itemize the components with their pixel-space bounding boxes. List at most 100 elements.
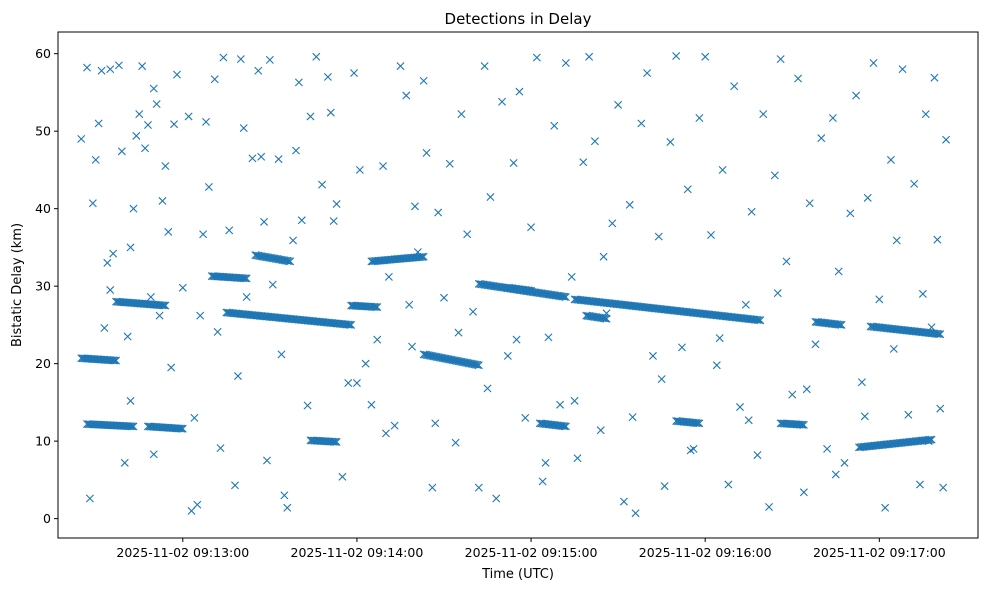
data-point [558,422,567,431]
y-axis-ticks: 0 10 20 30 40 50 60 [35,46,58,526]
data-point [419,76,428,85]
data-point [924,437,933,446]
data-point [483,384,492,393]
data-point [817,134,826,143]
data-point [599,314,608,323]
data-point [268,280,277,289]
data-point [811,340,820,349]
data-point [379,162,388,171]
data-point [248,154,257,163]
data-point [97,66,106,75]
data-point [798,420,807,429]
data-point [756,316,765,325]
data-point [802,385,811,394]
data-point [94,119,103,128]
data-point [560,292,569,301]
data-point [860,412,869,421]
data-point [770,171,779,180]
data-point [91,155,100,164]
data-point [152,100,161,109]
data-point [567,272,576,281]
y-tick-label: 10 [35,434,51,449]
y-tick-label: 40 [35,201,51,216]
data-point [190,413,199,422]
data-point [262,456,271,465]
data-point [110,356,119,365]
data-point [373,335,382,344]
data-point [396,62,405,71]
data-point [323,72,332,81]
y-tick-label: 0 [43,511,51,526]
data-point [143,120,152,129]
data-point [254,66,263,75]
data-point [454,328,463,337]
data-point [274,155,283,164]
data-point [167,363,176,372]
data-point [561,293,570,301]
data-point [370,302,379,311]
data-point [933,329,942,338]
data-point [303,401,312,410]
data-point [486,193,495,202]
data-point [927,323,936,332]
data-point [525,286,534,295]
data-point [515,87,524,96]
x-tick-label: 2025-11-02 09:16:00 [639,545,772,560]
data-point [918,289,927,298]
data-point [579,158,588,167]
data-point [141,144,150,153]
data-point [170,120,179,129]
x-axis-label: Time (UTC) [481,567,554,582]
data-point [193,500,202,509]
data-point [85,494,94,503]
data-point [355,165,364,174]
data-point [693,419,702,428]
y-tick-label: 60 [35,46,51,61]
data-point [541,458,550,467]
data-point [419,252,428,261]
data-point [730,82,739,91]
data-point [585,52,594,61]
data-point [527,286,536,295]
data-point [532,53,541,62]
data-point [471,360,480,369]
data-point [492,494,501,503]
data-point [280,491,289,500]
data-point [106,286,115,295]
data-point [573,454,582,463]
data-point [463,230,472,239]
data-point [657,375,666,384]
data-point [210,75,219,84]
data-point [216,444,225,453]
data-point [754,316,763,325]
data-point [796,420,805,429]
data-points [77,52,951,518]
x-tick-label: 2025-11-02 09:14:00 [291,545,424,560]
y-axis-label: Bistatic Delay (km) [10,223,25,347]
data-point [106,65,115,74]
data-point [410,202,419,211]
data-point [416,252,425,261]
data-point [512,335,521,344]
data-point [509,158,518,167]
data-point [736,403,745,412]
data-point [741,300,750,309]
data-point [936,330,945,339]
data-point [88,199,97,208]
data-point [312,52,321,61]
data-point [345,320,354,329]
data-point [701,52,710,61]
data-point [129,422,138,431]
data-point [158,301,167,310]
data-point [241,274,250,283]
data-point [799,420,808,429]
data-point [503,351,512,360]
data-point [686,446,695,455]
y-tick-label: 50 [35,124,51,139]
data-point [596,426,605,435]
data-point [886,155,895,164]
data-point [828,114,837,123]
data-point [103,258,112,267]
data-point [666,138,675,147]
